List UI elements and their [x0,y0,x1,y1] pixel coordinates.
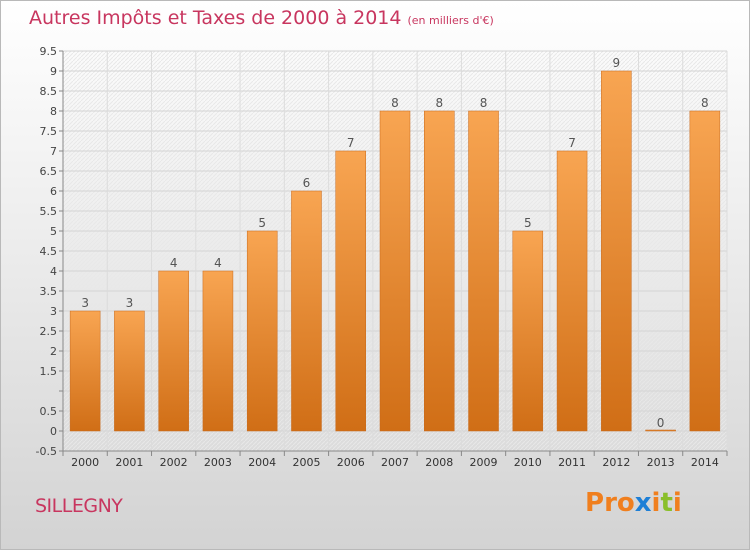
y-tick-label: 7 [50,145,57,158]
logo-letter: P [585,488,605,518]
y-tick-label: 0.5 [40,405,58,418]
y-tick-label: 6.5 [40,165,58,178]
x-tick-label: 2011 [558,456,586,469]
logo-letter: t [660,488,673,518]
x-tick-label: 2006 [337,456,365,469]
x-tick-label: 2012 [602,456,630,469]
chart-subtitle: (en milliers d'€) [407,14,494,27]
bar-2013 [645,429,676,432]
x-tick-label: 2010 [514,456,542,469]
y-tick-label: 7.5 [40,125,58,138]
data-label-2007: 8 [391,96,399,110]
y-tick-label: 5.5 [40,205,58,218]
data-label-2004: 5 [258,216,266,230]
logo-letter: x [634,488,652,518]
chart-title: Autres Impôts et Taxes de 2000 à 2014 (en… [29,7,494,29]
axes: -0.5 0 0.5 1.5 2 2.5 3 3.5 4 4.5 5 5.5 6 6.5 7 7.5 8 8.5 9… [36,45,728,458]
labels: 3 2000 3 2001 4 2002 4 2003 5 2004 6 2005 7 2006 8 2007… [71,56,719,469]
data-label-2010: 5 [524,216,532,230]
x-tick-label: 2005 [292,456,320,469]
bar-2000 [69,310,101,432]
data-label-2005: 6 [303,176,311,190]
x-tick-label: 2001 [115,456,143,469]
y-tick-label: 3 [50,305,57,318]
data-label-2013: 0 [657,416,665,430]
x-tick-label: 2009 [470,456,498,469]
proxiti-logo: Proxiti [585,488,682,518]
bar-2006 [335,150,366,432]
x-tick-label: 2008 [425,456,453,469]
bar-2009 [468,110,499,432]
bar-2008 [424,110,455,432]
y-tick-label: 0 [50,425,57,438]
bar-2010 [512,230,544,432]
data-label-2000: 3 [81,296,89,310]
y-tick-label: 5 [50,225,57,238]
bar-2012 [601,70,632,432]
y-tick-label: 6 [50,185,57,198]
data-label-2006: 7 [347,136,355,150]
x-tick-label: 2000 [71,456,99,469]
x-tick-label: 2004 [248,456,276,469]
commune-name: SILLEGNY [35,495,123,517]
logo-letter: i [672,488,682,518]
data-label-2014: 8 [701,96,709,110]
data-label-2011: 7 [568,136,576,150]
bars [69,70,721,432]
y-tick-label: 9 [50,65,57,78]
y-tick-label: -0.5 [36,445,57,458]
bar-2011 [556,150,588,432]
bar-2002 [158,270,189,432]
bar-2001 [114,310,145,432]
data-label-2009: 8 [480,96,488,110]
chart-title-text: Autres Impôts et Taxes de 2000 à 2014 [29,7,402,29]
logo-letter: o [616,488,635,518]
x-tick-label: 2013 [647,456,675,469]
y-tick-label: 4 [50,265,57,278]
y-tick-label: 8 [50,105,57,118]
logo-letter: r [604,488,617,518]
data-label-2012: 9 [613,56,621,70]
data-label-2003: 4 [214,256,222,270]
bar-2004 [246,230,278,432]
x-tick-label: 2002 [160,456,188,469]
data-label-2002: 4 [170,256,178,270]
y-tick-label: 1.5 [40,365,58,378]
bar-2014 [689,110,721,432]
bar-2005 [291,190,322,432]
x-tick-label: 2003 [204,456,232,469]
x-tick-label: 2007 [381,456,409,469]
y-tick-label: 8.5 [40,85,58,98]
y-tick-label: 3.5 [40,285,58,298]
data-label-2001: 3 [126,296,134,310]
y-tick-label: 4.5 [40,245,58,258]
x-tick-label: 2014 [691,456,719,469]
y-tick-label: 2.5 [40,325,58,338]
bar-2007 [379,110,411,432]
y-tick-label: 9.5 [40,45,58,58]
y-tick-label: 2 [50,345,57,358]
bar-2003 [202,270,234,432]
data-label-2008: 8 [435,96,443,110]
logo-letter: i [651,488,661,518]
